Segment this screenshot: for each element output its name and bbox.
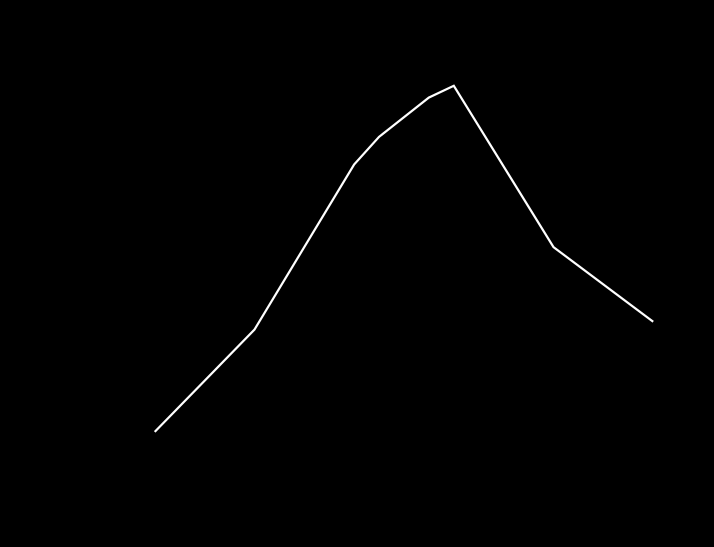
series-layer [153,84,654,433]
series-line-1 [153,84,654,433]
